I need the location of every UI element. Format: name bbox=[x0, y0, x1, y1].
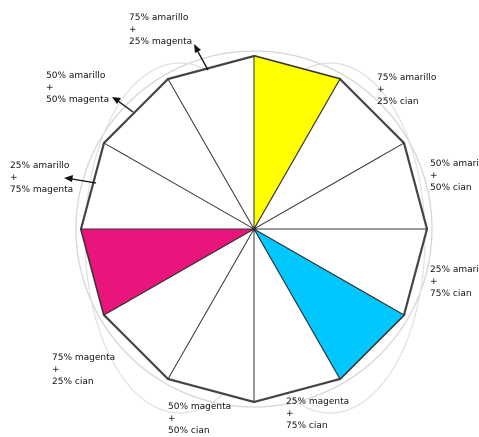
spoke bbox=[103, 228, 255, 316]
label-magenta25-cian75: 25% magenta + 75% cian bbox=[286, 397, 350, 431]
spoke bbox=[167, 78, 255, 230]
label-amarillo25-cian75: 25% amarillo + 75% cian bbox=[430, 265, 479, 299]
spoke bbox=[103, 142, 255, 230]
label-amarillo25-magenta75: 25% amarillo + 75% magenta bbox=[10, 161, 74, 195]
label-amarillo75-magenta25: 75% amarillo + 25% magenta bbox=[129, 13, 193, 47]
label-magenta50-cian50: 50% magenta + 50% cian bbox=[168, 402, 232, 436]
spokes bbox=[81, 56, 427, 402]
spoke bbox=[253, 228, 341, 380]
guide-circle bbox=[75, 50, 433, 408]
spoke bbox=[253, 142, 405, 230]
arrow-amarillo75-magenta25 bbox=[194, 44, 209, 71]
arrow-amarillo25-magenta75 bbox=[64, 175, 97, 184]
spoke bbox=[253, 228, 405, 316]
label-arrows bbox=[64, 44, 209, 184]
spoke bbox=[167, 228, 255, 380]
label-amarillo75-cian25: 75% amarillo + 25% cian bbox=[377, 73, 437, 107]
arrow-amarillo50-magenta50 bbox=[112, 97, 134, 113]
label-amarillo50-cian50: 50% amarillo + 50% cian bbox=[430, 159, 479, 193]
spoke bbox=[253, 78, 341, 230]
label-magenta75-cian25: 75% magenta + 25% cian bbox=[52, 353, 116, 387]
label-amarillo50-magenta50: 50% amarillo + 50% magenta bbox=[46, 71, 110, 105]
